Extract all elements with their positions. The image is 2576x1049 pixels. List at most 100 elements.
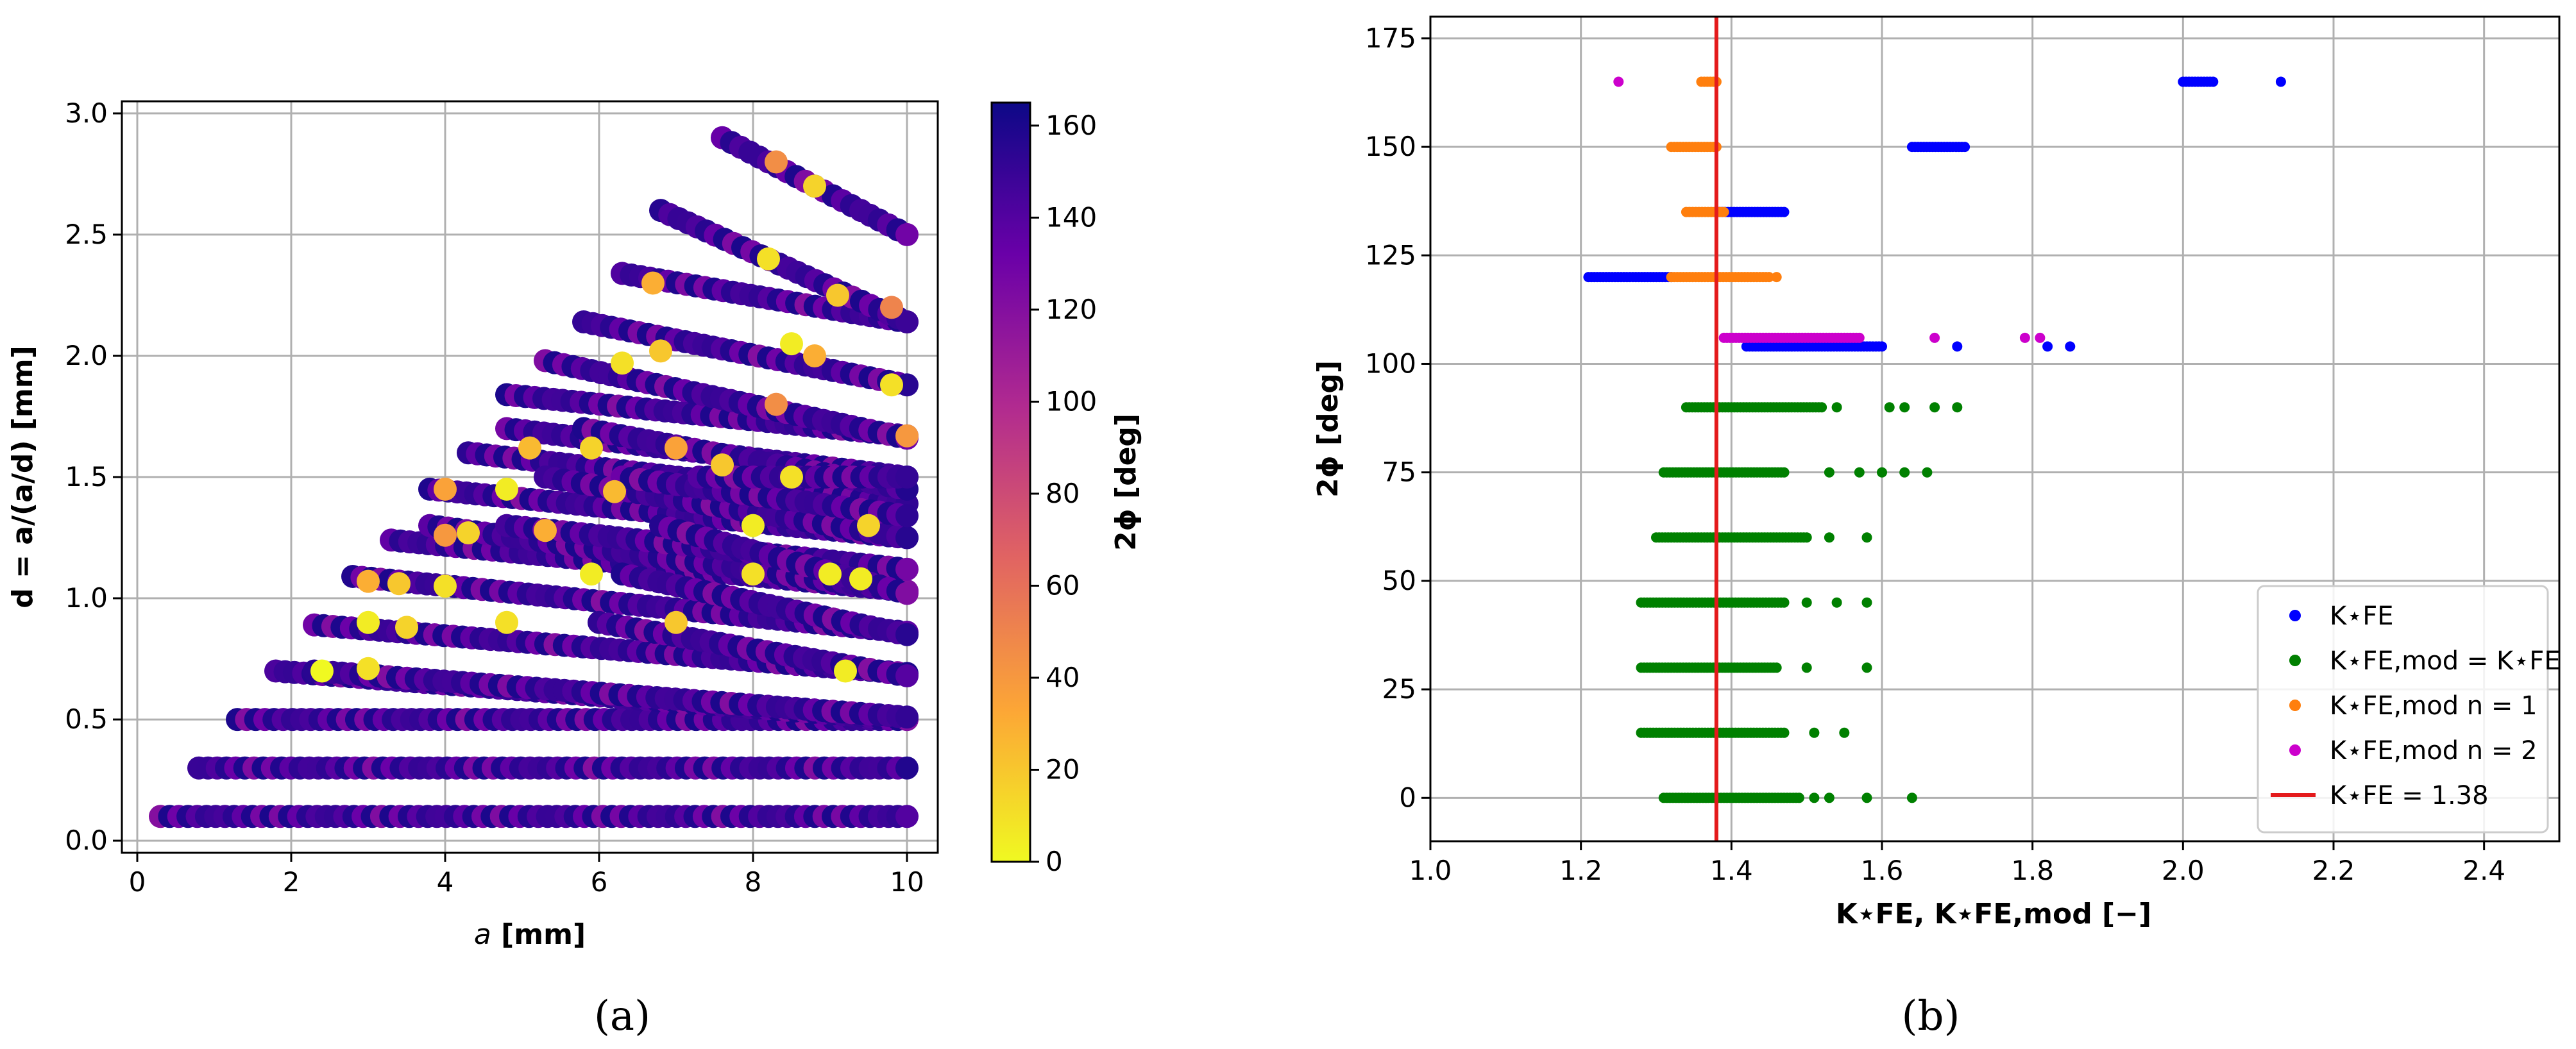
panel-b-outlier-point — [1839, 727, 1850, 738]
panel-b-outlier-point — [1906, 793, 1917, 803]
panel-b-outlier-point — [2035, 332, 2046, 343]
panel-b-outlier-point — [1613, 76, 1624, 87]
panel-b-y-ticks: 0 25 50 75 100 125 150 175 — [1365, 22, 1430, 813]
panel-b-point — [1960, 142, 1970, 153]
panel-a-y-ticks: 0.0 0.5 1.0 1.5 2.0 2.5 3.0 — [65, 97, 122, 856]
panel-a-point — [895, 557, 919, 581]
panel-b-outlier-point — [2042, 341, 2053, 352]
panel-b-outlier-point — [1899, 402, 1910, 413]
panel-a-highlight-point — [357, 569, 380, 593]
panel-a-y-tick-label: 2.0 — [65, 340, 108, 371]
panel-a-highlight-point — [849, 567, 872, 591]
panel-b-y-tick-label: 125 — [1365, 239, 1416, 271]
panel-a-highlight-point — [387, 572, 411, 596]
panel-b-point — [1764, 272, 1774, 283]
panel-b-x-tick-label: 1.8 — [2011, 855, 2054, 886]
panel-b-outlier-point — [1809, 727, 1820, 738]
panel-a-point — [895, 756, 919, 780]
panel-b-x-tick-label: 1.2 — [1559, 855, 1602, 886]
panel-b-outlier-point — [1801, 662, 1812, 673]
panel-a-highlight-point — [603, 480, 626, 503]
colorbar-frame — [990, 101, 1031, 863]
panel-b-outlier-point — [1952, 402, 1963, 413]
panel-b-outlier-point — [1831, 402, 1842, 413]
panel-a-highlight-point — [310, 659, 334, 683]
panel-a-highlight-point — [780, 332, 803, 356]
panel-b-points — [1583, 76, 2286, 803]
panel-b-x-ticks: 1.0 1.2 1.4 1.6 1.8 2.0 2.2 2.4 — [1409, 841, 2505, 886]
panel-b-point — [1817, 402, 1827, 413]
panel-a-highlight-point — [880, 373, 903, 397]
legend-box — [2257, 585, 2549, 834]
panel-b-y-tick-label: 75 — [1382, 457, 1416, 488]
panel-a-point — [895, 664, 919, 687]
panel-b-point — [1801, 532, 1812, 543]
panel-a-x-tick-label: 0 — [129, 866, 146, 898]
panel-a-x-tick-label: 2 — [283, 866, 300, 898]
panel-a-x-label: a [mm] — [474, 918, 586, 951]
legend-dot-marker — [2289, 744, 2301, 756]
panel-b-point — [1779, 727, 1790, 738]
panel-a-highlight-point — [457, 521, 480, 544]
panel-b-outlier-point — [1929, 402, 1940, 413]
panel-b-outlier-point — [1824, 467, 1835, 478]
panel-a-highlight-point — [803, 174, 826, 198]
panel-b-frame — [1429, 15, 2561, 843]
panel-a-point — [895, 526, 919, 550]
panel-a-highlight-point — [518, 436, 541, 460]
panel-a-highlight-point — [357, 610, 380, 634]
panel-b-y-tick-label: 175 — [1365, 22, 1416, 54]
panel-b-point — [2208, 76, 2219, 87]
panel-a-point — [895, 623, 919, 646]
panel-b-outlier-point — [1824, 532, 1835, 543]
panel-b-x-tick-label: 1.6 — [1861, 855, 1904, 886]
panel-a-points — [149, 126, 919, 828]
panel-b-x-tick-label: 2.4 — [2462, 855, 2505, 886]
panel-a-point — [895, 805, 919, 828]
panel-a-y-tick-label: 3.0 — [65, 97, 108, 129]
panel-b-outlier-point — [1831, 597, 1842, 608]
panel-a-highlight-point — [495, 610, 518, 634]
panel-a-highlight-point — [641, 271, 665, 295]
panel-a-y-label: d = a/(a/d) [mm] — [6, 346, 39, 608]
panel-a-highlight-point — [711, 453, 734, 477]
panel-a: 0 2 4 6 8 10 0.0 0.5 1.0 1.5 2.0 2.5 3.0 a [mm] d =… — [6, 97, 1142, 1040]
panel-b-outlier-point — [2065, 341, 2076, 352]
panel-b-outlier-point — [1952, 341, 1963, 352]
panel-a-highlight-point — [834, 659, 857, 683]
panel-a-highlight-point — [780, 466, 803, 489]
colorbar-label: 2ϕ [deg] — [1110, 414, 1142, 551]
panel-a-point — [895, 582, 919, 605]
panel-a-highlight-point — [826, 283, 849, 307]
panel-a-highlight-point — [765, 392, 788, 416]
colorbar-tick-label: 120 — [1046, 294, 1097, 325]
colorbar — [992, 103, 1030, 862]
panel-a-highlight-point — [534, 519, 557, 542]
panel-a-x-tick-label: 6 — [591, 866, 608, 898]
panel-a-highlight-point — [880, 296, 903, 319]
panel-b-x-tick-label: 2.0 — [2162, 855, 2205, 886]
panel-b-outlier-point — [1877, 467, 1887, 478]
colorbar-tick-label: 60 — [1046, 569, 1080, 601]
panel-b-y-tick-label: 0 — [1399, 782, 1416, 813]
panel-a-point — [895, 310, 919, 333]
panel-a-x-label-unit: [mm] — [491, 918, 586, 951]
colorbar-tick-label: 20 — [1046, 753, 1080, 785]
panel-a-highlight-point — [895, 424, 919, 448]
panel-a-highlight-point — [665, 436, 688, 460]
legend-entry-label: K⋆FE,mod n = 2 — [2330, 736, 2538, 766]
panel-b-x-tick-label: 1.0 — [1409, 855, 1452, 886]
panel-a-highlight-point — [434, 477, 457, 501]
colorbar-tick-label: 160 — [1046, 110, 1097, 141]
panel-b-point — [1779, 206, 1790, 217]
panel-a-y-tick-label: 1.0 — [65, 582, 108, 614]
panel-b-outlier-point — [1861, 597, 1872, 608]
panel-b-outlier-point — [1929, 332, 1940, 343]
panel-b-x-label: K⋆FE, K⋆FE,mod [−] — [1836, 898, 2151, 930]
panel-b-outlier-point — [1809, 793, 1820, 803]
legend-dot-marker — [2289, 610, 2301, 621]
panel-b-point — [1771, 662, 1782, 673]
panel-a-x-tick-label: 8 — [745, 866, 762, 898]
colorbar-tick-label: 0 — [1046, 846, 1063, 877]
